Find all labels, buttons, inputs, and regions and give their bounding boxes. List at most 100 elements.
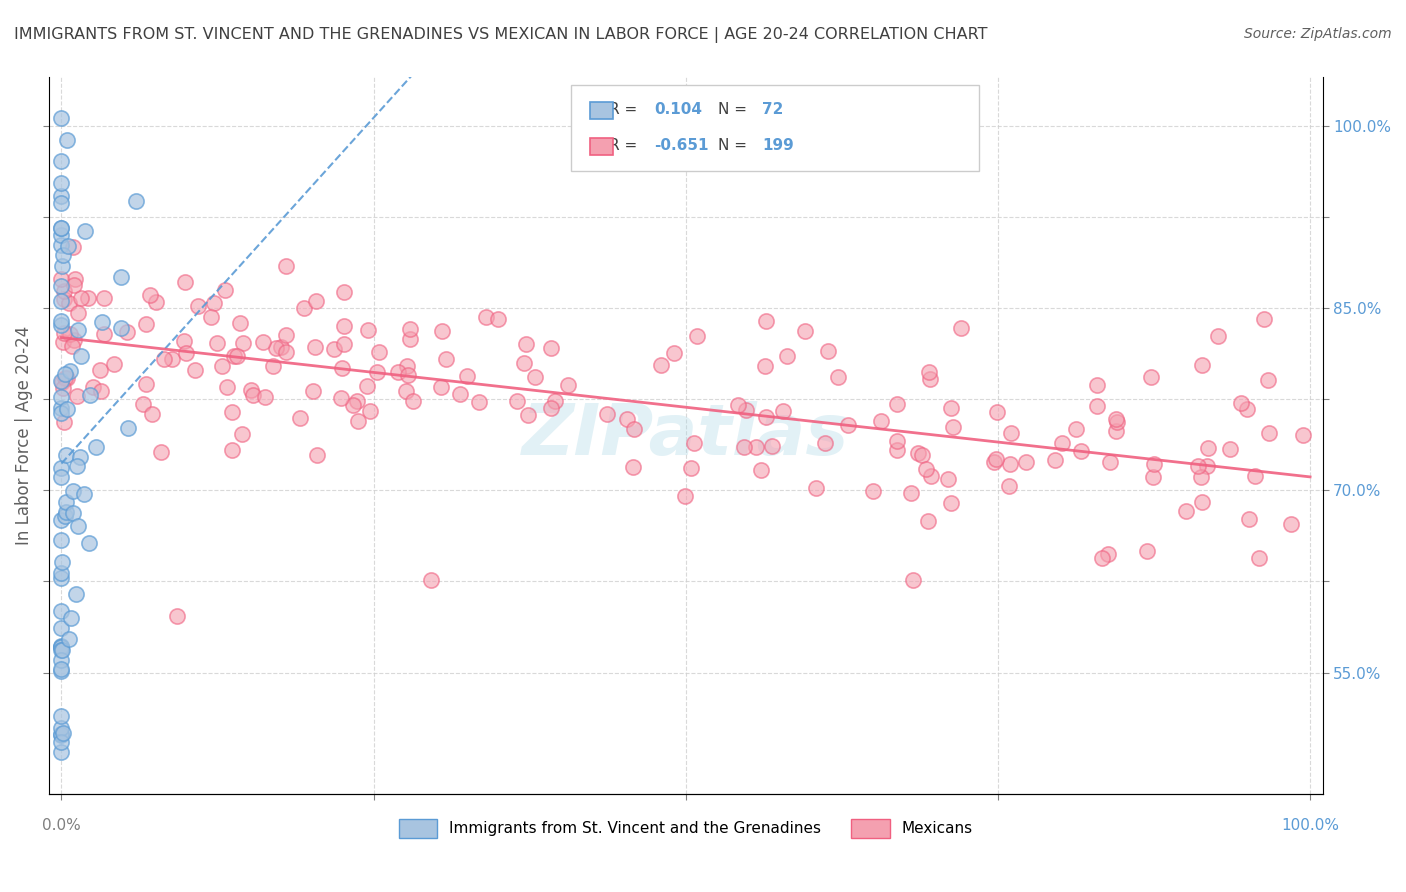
Point [395,384,418,398]
Point [66,306,89,320]
Point [623,459,645,474]
Point [900,485,922,500]
Point [1253,312,1275,326]
Point [51,196,73,211]
Text: N =: N = [717,138,751,153]
Point [222,349,245,363]
Point [66,519,89,533]
Point [1237,511,1260,525]
Point [51,220,73,235]
Point [347,414,370,428]
Point [93,326,115,341]
Point [1258,425,1281,440]
Point [231,336,253,351]
Point [65,586,87,600]
Point [55,505,77,519]
Point [62,278,84,293]
Point [1230,396,1253,410]
Point [274,345,297,359]
Point [211,359,233,374]
Point [727,398,749,412]
Text: 199: 199 [762,138,794,153]
Point [141,408,163,422]
Text: R =: R = [609,138,643,153]
Point [69,450,91,464]
Point [242,388,264,402]
Point [51,640,73,654]
Point [456,368,478,383]
Point [63,334,86,348]
Point [936,472,959,486]
Point [1292,427,1315,442]
Point [755,410,778,425]
Point [56,133,79,147]
Point [51,571,73,585]
Point [305,448,328,462]
Point [51,272,73,286]
Point [51,401,73,416]
Point [733,440,755,454]
Point [51,555,73,569]
Point [1197,459,1219,474]
Point [152,351,174,366]
Point [524,370,547,384]
Point [544,394,567,409]
Point [623,422,645,436]
Point [53,415,76,429]
Point [475,310,498,324]
Point [59,327,82,342]
Point [983,455,1005,469]
Point [231,426,253,441]
Point [1206,329,1229,343]
Point [51,729,73,743]
Point [506,394,529,409]
FancyBboxPatch shape [591,137,613,155]
Point [160,351,183,366]
Point [1191,494,1213,508]
Point [51,721,73,735]
Point [254,390,277,404]
Point [333,285,356,299]
Point [1139,370,1161,384]
Point [359,404,381,418]
Point [66,459,89,474]
Point [55,495,77,509]
Point [51,640,73,655]
Point [939,401,962,416]
Point [51,406,73,420]
Point [817,343,839,358]
Point [540,401,562,415]
Point [942,420,965,434]
Point [1085,377,1108,392]
Point [793,324,815,338]
Point [56,371,79,385]
Point [76,291,98,305]
Y-axis label: In Labor Force | Age 20-24: In Labor Force | Age 20-24 [15,326,32,545]
Point [745,440,768,454]
Point [90,384,112,398]
Point [51,745,73,759]
Point [1097,547,1119,561]
Point [419,573,441,587]
Point [60,339,83,353]
Point [73,486,96,500]
Point [1105,425,1128,439]
Point [430,380,453,394]
Point [187,299,209,313]
Point [332,336,354,351]
Point [51,314,73,328]
Point [51,735,73,749]
Point [110,320,132,334]
Point [342,398,364,412]
Point [886,443,908,458]
Point [51,513,73,527]
Point [52,726,75,740]
Point [749,463,772,477]
Text: 72: 72 [762,103,783,117]
Point [52,292,75,306]
Point [51,662,73,676]
Point [70,291,93,305]
Point [512,356,534,370]
Text: -0.651: -0.651 [654,138,709,153]
Point [1219,442,1241,456]
